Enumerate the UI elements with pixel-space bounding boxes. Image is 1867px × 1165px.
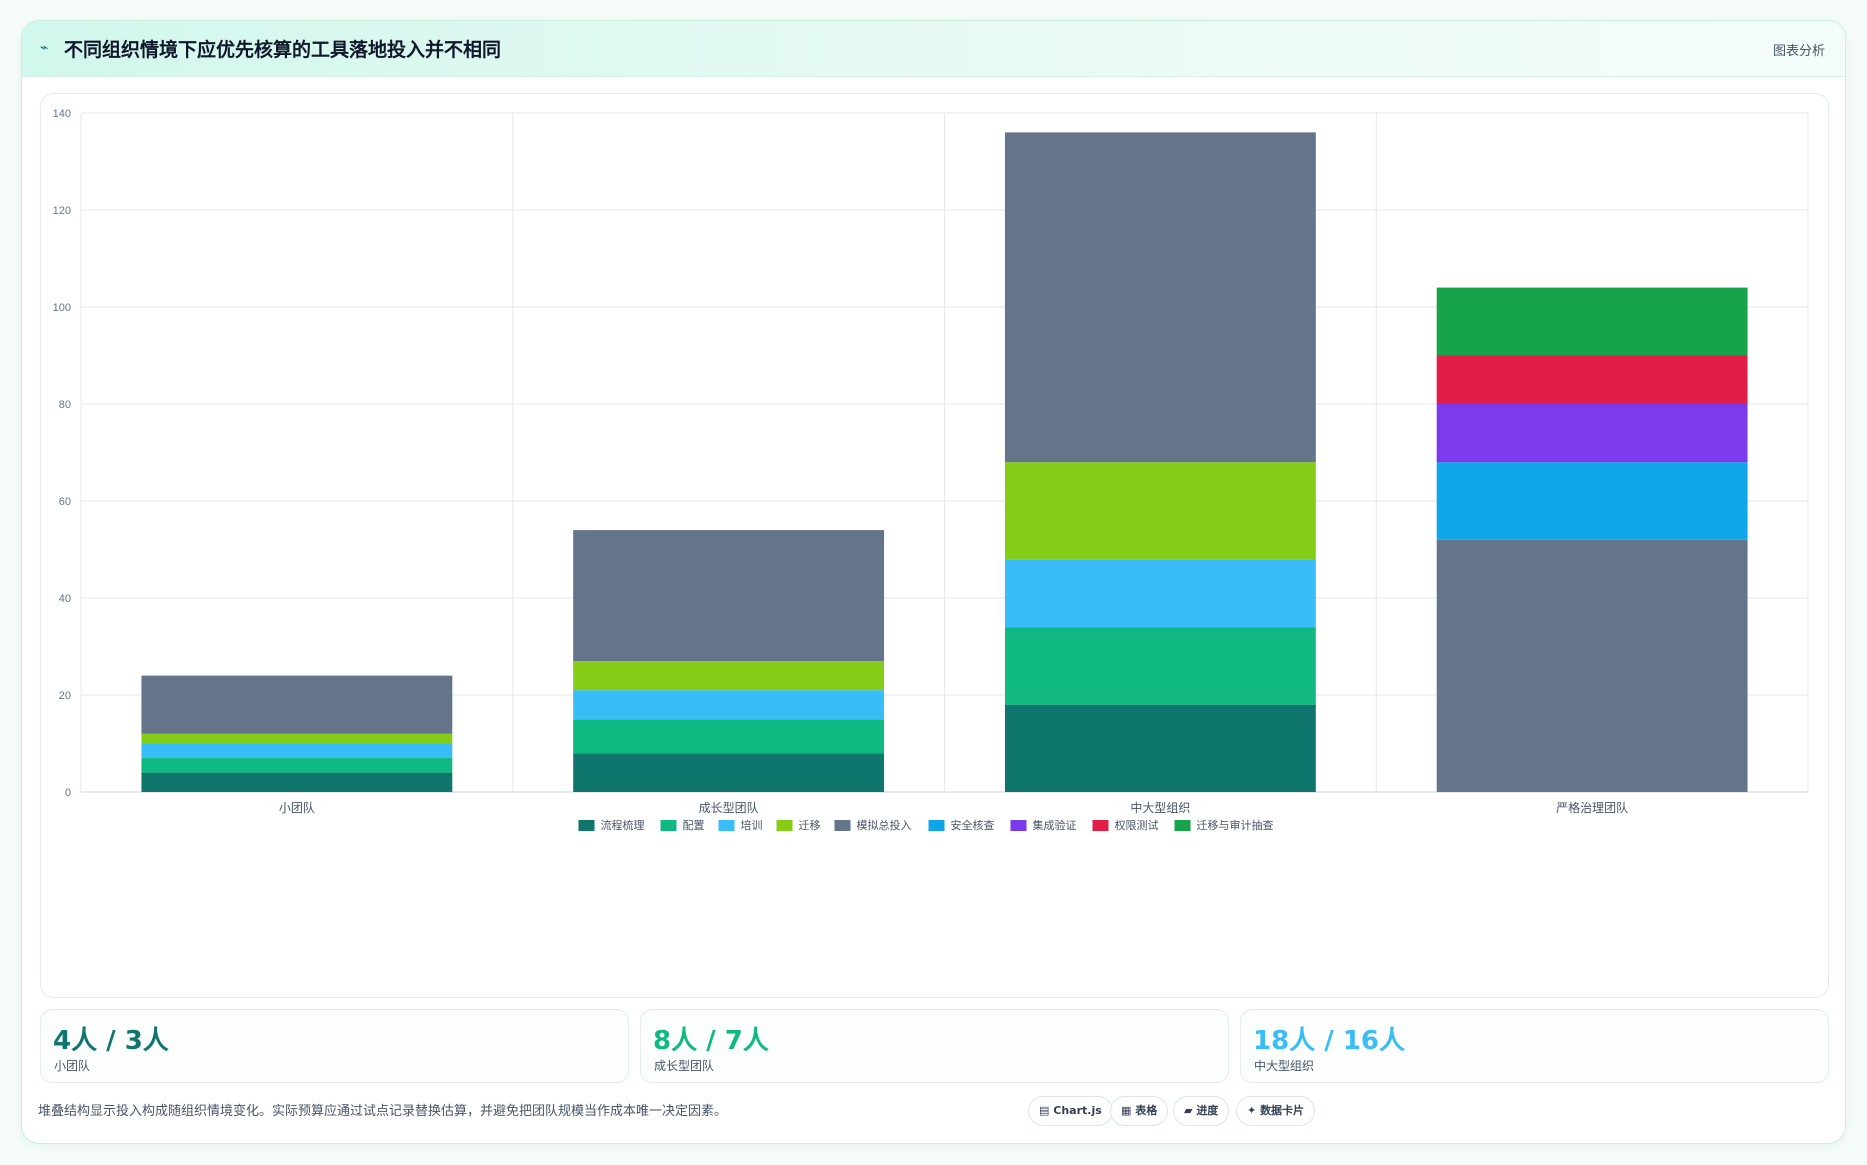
- legend-label: 迁移: [799, 819, 821, 832]
- kpi-card: 8人 / 7人 成长型团队: [640, 1009, 1229, 1083]
- chip-table[interactable]: ▦ 表格: [1110, 1096, 1169, 1126]
- kpi-card: 18人 / 16人 中大型组织: [1240, 1009, 1829, 1083]
- bar-segment: [1436, 462, 1748, 540]
- table-icon: ▦: [1121, 1104, 1132, 1117]
- bar-segment: [141, 733, 453, 744]
- legend-label: 模拟总投入: [857, 818, 912, 832]
- bar-segment: [1004, 462, 1316, 560]
- chip-progress[interactable]: ▰ 进度: [1173, 1096, 1230, 1126]
- chip-label: 数据卡片: [1260, 1104, 1305, 1117]
- legend-swatch: [928, 820, 945, 831]
- legend-swatch: [1092, 820, 1109, 831]
- x-tick-label: 小团队: [279, 800, 315, 815]
- legend-swatch: [718, 820, 735, 831]
- bar-segment: [1436, 404, 1748, 463]
- bar-segment: [141, 758, 453, 773]
- bar-segment: [1004, 704, 1316, 792]
- bar-segment: [573, 753, 885, 792]
- legend-swatch: [1174, 820, 1191, 831]
- legend-swatch: [1010, 820, 1027, 831]
- sparkle-icon: ✦: [1247, 1104, 1257, 1117]
- x-tick-label: 严格治理团队: [1556, 800, 1628, 815]
- bar-segment: [1436, 287, 1748, 356]
- legend-swatch: [776, 820, 793, 831]
- x-tick-label: 成长型团队: [699, 800, 759, 815]
- y-tick-label: 0: [65, 787, 71, 799]
- legend-label: 迁移与审计抽查: [1197, 818, 1274, 832]
- bar-segment: [573, 719, 885, 754]
- y-tick-label: 80: [59, 399, 71, 411]
- y-tick-label: 100: [53, 302, 71, 314]
- chip-data-cards[interactable]: ✦ 数据卡片: [1236, 1096, 1316, 1126]
- kpi-card: 4人 / 3人 小团队: [40, 1009, 629, 1083]
- bar-segment: [573, 661, 885, 691]
- kpi-value: 4人 / 3人: [53, 1026, 169, 1056]
- y-tick-label: 120: [53, 205, 71, 217]
- legend-label: 流程梳理: [601, 818, 645, 832]
- legend-label: 权限测试: [1115, 819, 1159, 832]
- stacked-bar-chart: 0 20 40 60 80 100 120 140 小团队 成长型团队 中大型组织 严格治理团队流程梳…: [53, 108, 1809, 832]
- trend-icon: ⌁: [40, 40, 49, 56]
- bar-segment: [573, 530, 885, 662]
- legend-swatch: [660, 820, 677, 831]
- legend-swatch: [834, 820, 851, 831]
- kpi-label: 成长型团队: [654, 1059, 715, 1073]
- bar-segment: [141, 772, 453, 792]
- y-tick-label: 20: [59, 690, 71, 702]
- legend-label: 配置: [683, 819, 705, 832]
- y-tick-label: 40: [59, 593, 71, 605]
- chip-label: 表格: [1135, 1104, 1158, 1117]
- bar-segment: [1436, 355, 1748, 404]
- y-tick-label: 60: [59, 496, 71, 508]
- chart-card: ⌁ 不同组织情境下应优先核算的工具落地投入并不相同 图表分析 0 20 40 60 80…: [21, 20, 1846, 1144]
- chip-chartjs[interactable]: ▤ Chart.js: [1028, 1096, 1113, 1126]
- y-tick-label: 140: [53, 108, 71, 120]
- chart-icon: ▤: [1039, 1104, 1050, 1117]
- bar-segment: [1004, 559, 1316, 628]
- kpi-label: 中大型组织: [1254, 1059, 1315, 1073]
- bar-segment: [1436, 539, 1748, 792]
- legend-swatch: [578, 820, 595, 831]
- bar-segment: [1004, 132, 1316, 463]
- kpi-value: 8人 / 7人: [653, 1026, 769, 1056]
- kpi-value: 18人 / 16人: [1253, 1026, 1405, 1056]
- legend-label: 集成验证: [1033, 818, 1077, 832]
- card-header: ⌁ 不同组织情境下应优先核算的工具落地投入并不相同 图表分析: [22, 21, 1845, 77]
- kpi-row: 4人 / 3人 小团队 8人 / 7人 成长型团队 18人 / 16人 中大型组…: [40, 1009, 1829, 1083]
- x-tick-label: 中大型组织: [1130, 800, 1190, 815]
- chip-label: 进度: [1196, 1104, 1219, 1117]
- progress-icon: ▰: [1184, 1104, 1193, 1117]
- kpi-label: 小团队: [54, 1059, 91, 1073]
- chart-container: 0 20 40 60 80 100 120 140 小团队 成长型团队 中大型组织 严格治理团队流程梳…: [40, 93, 1829, 998]
- bar-segment: [1004, 627, 1316, 705]
- bar-segment: [141, 743, 453, 759]
- chart-analysis-link[interactable]: 图表分析: [1772, 44, 1825, 59]
- bar-segment: [141, 675, 453, 734]
- legend-label: 安全核查: [951, 818, 995, 832]
- chart-title: 不同组织情境下应优先核算的工具落地投入并不相同: [64, 39, 502, 61]
- legend-label: 培训: [741, 818, 763, 832]
- footer-note: 堆叠结构显示投入构成随组织情境变化。实际预算应通过试点记录替换估算，并避免把团队…: [38, 1104, 728, 1119]
- chip-label: Chart.js: [1053, 1104, 1102, 1117]
- bar-segment: [573, 690, 885, 720]
